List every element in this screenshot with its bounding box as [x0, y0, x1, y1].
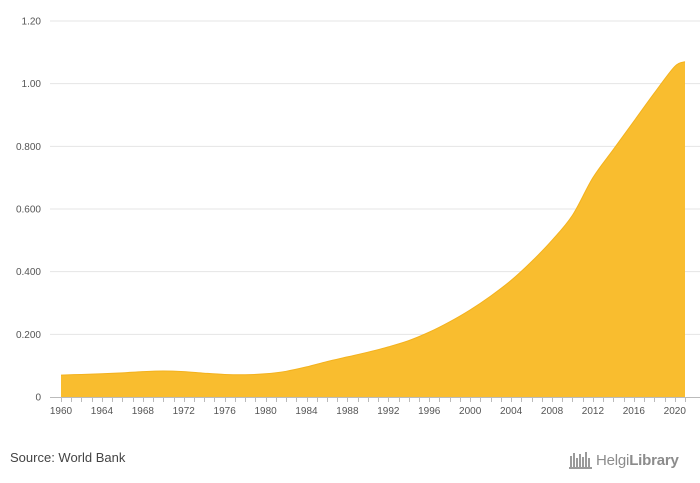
series-line — [60, 61, 686, 376]
y-tick-label: 1.00 — [22, 79, 42, 90]
x-tick-label: 1960 — [50, 406, 73, 417]
y-tick-label: 0 — [35, 393, 41, 404]
x-tick-label: 2008 — [541, 406, 564, 417]
area-series — [60, 61, 686, 397]
axes: 0 0.200 0.400 0.600 0.800 1.00 1.20 1960 1964 196… — [16, 17, 700, 417]
x-tick-label: 1972 — [173, 406, 196, 417]
x-tick-label: 1992 — [377, 406, 400, 417]
source-note: Source: World Bank — [10, 450, 126, 465]
area-chart: 0 0.200 0.400 0.600 0.800 1.00 1.20 1960 1964 196… — [16, 17, 700, 417]
y-tick-label: 0.800 — [16, 142, 41, 153]
y-tick-label: 0.400 — [16, 267, 41, 278]
x-tick-label: 1964 — [91, 406, 114, 417]
x-tick-label: 1988 — [336, 406, 359, 417]
x-tick-label: 1980 — [254, 406, 277, 417]
brand-name-bold: Library — [629, 451, 679, 469]
library-books-icon — [569, 452, 592, 469]
x-tick-label: 1976 — [214, 406, 237, 417]
brand-name: HelgiLibrary — [596, 452, 679, 469]
y-tick-label: 1.20 — [22, 17, 42, 28]
x-tick-label: 1996 — [418, 406, 441, 417]
x-tick-label: 2012 — [582, 406, 605, 417]
area-fill — [61, 61, 685, 397]
y-tick-label: 0.200 — [16, 330, 41, 341]
brand-name-light: Helgi — [596, 451, 630, 469]
x-tick-label: 2000 — [459, 406, 482, 417]
x-tick-label: 2020 — [664, 406, 687, 417]
x-tick-label: 1968 — [132, 406, 155, 417]
helgi-library-logo[interactable]: HelgiLibrary — [568, 449, 679, 471]
y-tick-label: 0.600 — [16, 205, 41, 216]
x-tick-label: 2016 — [623, 406, 646, 417]
x-tick-label: 2004 — [500, 406, 523, 417]
x-tick-label: 1984 — [295, 406, 318, 417]
